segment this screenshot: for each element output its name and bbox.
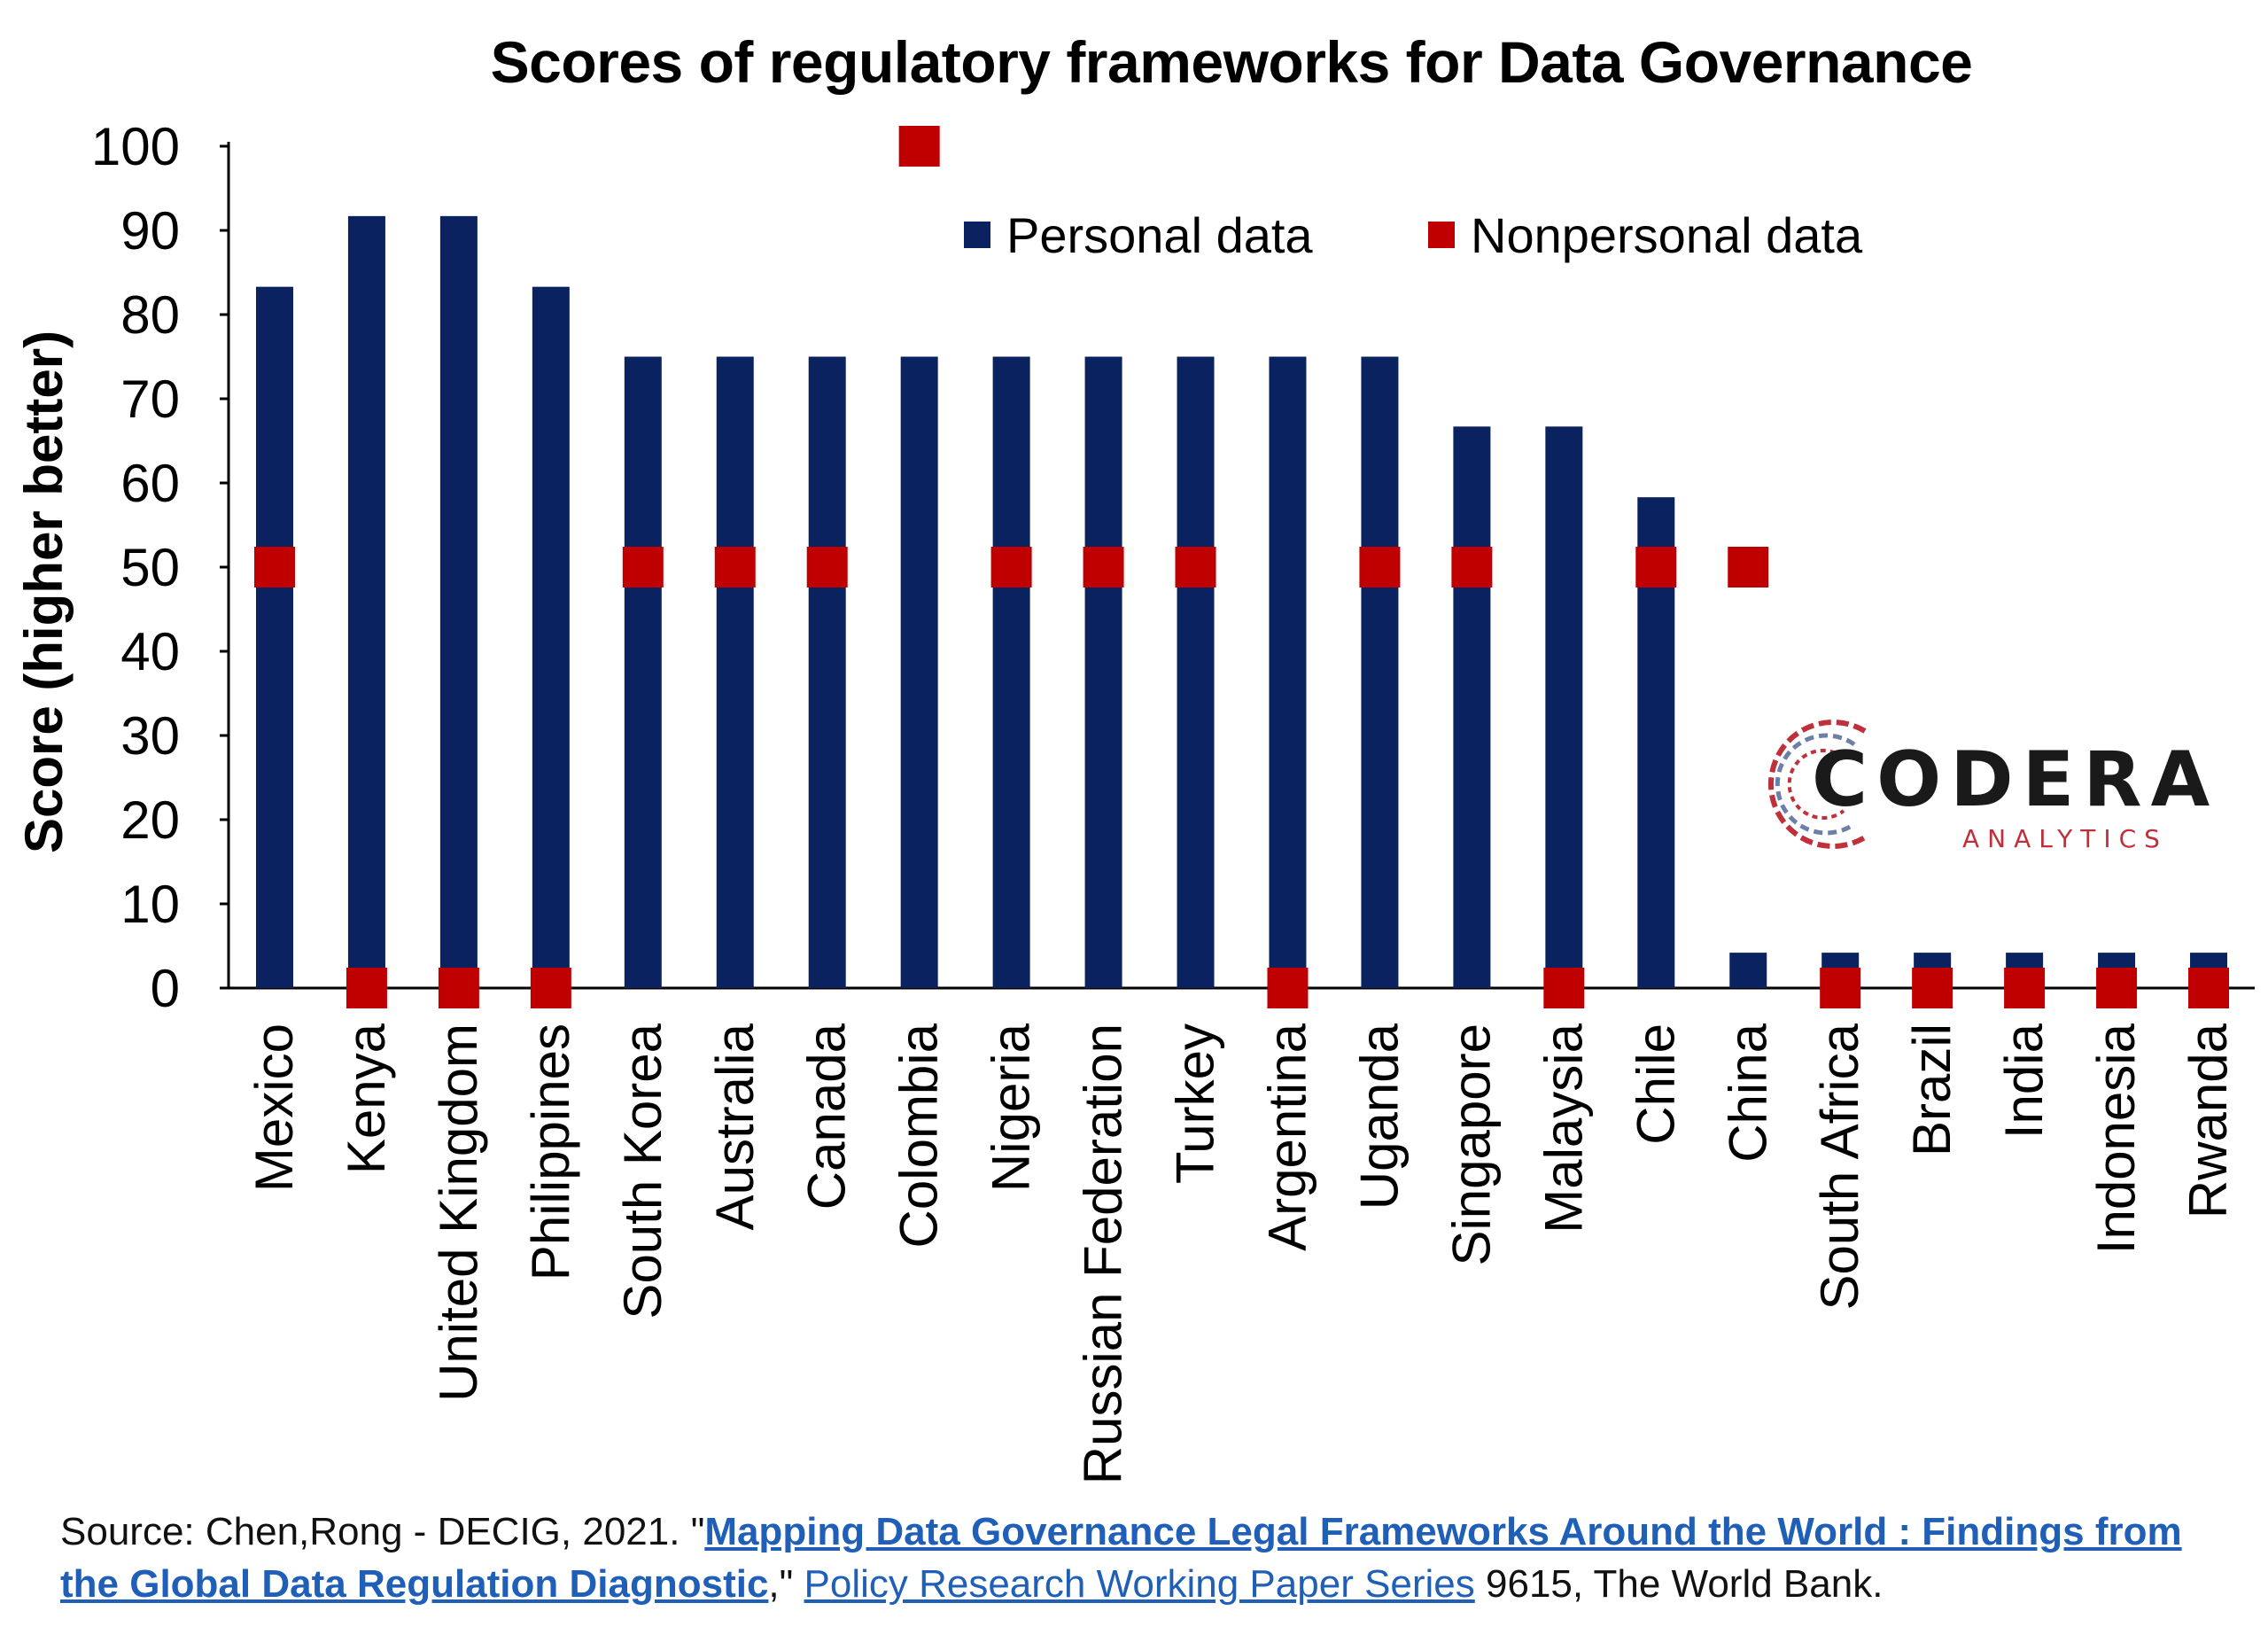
marker-nonpersonal-data	[1359, 547, 1401, 588]
source-paper-link[interactable]: Mapping Data Governance Legal Frameworks…	[60, 1510, 2182, 1606]
source-series-link[interactable]: Policy Research Working Paper Series	[804, 1561, 1475, 1606]
markers-nonpersonal-data	[253, 126, 2230, 1008]
marker-nonpersonal-data	[1820, 968, 1861, 1008]
y-tick-labels: 0 10 20 30 40 50 60 70 80 90 100	[91, 117, 229, 1018]
x-tick-label: Brazil	[1902, 1023, 1961, 1156]
marker-nonpersonal-data	[1912, 968, 1953, 1008]
y-tick-label: 30	[120, 706, 180, 766]
marker-nonpersonal-data	[530, 968, 571, 1008]
logo-subtitle: ANALYTICS	[1962, 824, 2168, 853]
x-tick-label: Chile	[1626, 1023, 1685, 1145]
source-middle: ,"	[768, 1561, 804, 1606]
marker-nonpersonal-data	[253, 547, 295, 588]
bar-personal-data	[1545, 426, 1583, 989]
bar-personal-data	[716, 356, 754, 988]
y-axis-label: Score (higher better)	[14, 331, 74, 853]
chart-title: Scores of regulatory frameworks for Data…	[490, 29, 1973, 95]
legend-label: Personal data	[1006, 207, 1313, 263]
legend-swatch	[1428, 222, 1455, 248]
legend-label: Nonpersonal data	[1471, 207, 1863, 263]
y-tick-label: 80	[120, 285, 180, 345]
bar-personal-data	[1361, 356, 1399, 988]
marker-nonpersonal-data	[1728, 547, 1769, 588]
x-tick-label: United Kingdom	[429, 1023, 488, 1402]
x-tick-label: Uganda	[1349, 1023, 1409, 1210]
x-tick-label: Rwanda	[2179, 1023, 2238, 1218]
x-tick-label: Argentina	[1257, 1023, 1317, 1250]
x-tick-labels: Mexico Kenya United Kingdom Philippines Sout…	[245, 1023, 2238, 1484]
logo-wordmark: CODERA	[1812, 735, 2219, 824]
x-tick-label: South Korea	[613, 1023, 672, 1319]
x-tick-label: China	[1718, 1023, 1777, 1162]
y-tick-label: 0	[151, 959, 180, 1018]
legend-swatch	[964, 222, 990, 248]
marker-nonpersonal-data	[806, 547, 848, 588]
x-tick-label: Mexico	[245, 1023, 304, 1192]
marker-nonpersonal-data	[898, 126, 940, 167]
x-tick-label: Colombia	[889, 1023, 949, 1248]
bar-personal-data	[1453, 426, 1491, 989]
x-tick-label: Turkey	[1166, 1023, 1225, 1184]
bars-personal-data	[255, 215, 2228, 989]
marker-nonpersonal-data	[346, 968, 387, 1008]
bar-personal-data	[1269, 356, 1307, 988]
marker-nonpersonal-data	[1635, 547, 1677, 588]
marker-nonpersonal-data	[438, 968, 479, 1008]
y-tick-label: 90	[120, 201, 180, 261]
marker-nonpersonal-data	[622, 547, 664, 588]
marker-nonpersonal-data	[990, 547, 1032, 588]
x-tick-label: Australia	[705, 1023, 765, 1230]
x-tick-label: Singapore	[1441, 1023, 1501, 1266]
legend: Personal data Nonpersonal data	[964, 207, 1863, 263]
marker-nonpersonal-data	[714, 547, 756, 588]
codera-logo-mark-icon	[1768, 720, 1867, 849]
marker-nonpersonal-data	[1175, 547, 1216, 588]
y-tick-label: 100	[91, 117, 180, 176]
x-tick-label: Canada	[797, 1023, 857, 1210]
y-tick-label: 40	[120, 622, 180, 681]
marker-nonpersonal-data	[2004, 968, 2046, 1008]
x-tick-label: Kenya	[337, 1023, 396, 1174]
bar-personal-data	[1729, 953, 1767, 988]
marker-nonpersonal-data	[1543, 968, 1585, 1008]
x-tick-label: South Africa	[1810, 1023, 1869, 1310]
y-tick-label: 10	[120, 875, 180, 934]
x-tick-label: Russian Federation	[1074, 1023, 1133, 1484]
x-tick-label: Nigeria	[982, 1023, 1041, 1192]
x-tick-label: India	[1994, 1023, 2054, 1139]
bar-personal-data	[1177, 356, 1215, 988]
marker-nonpersonal-data	[1267, 968, 1309, 1008]
x-tick-label: Philippines	[521, 1023, 580, 1280]
bar-personal-data	[532, 286, 570, 988]
bar-personal-data	[900, 356, 938, 988]
bar-personal-data	[255, 286, 293, 988]
marker-nonpersonal-data	[1451, 547, 1493, 588]
y-tick-label: 70	[120, 370, 180, 429]
y-tick-label: 20	[120, 790, 180, 850]
source-prefix: Source: Chen,Rong - DECIG, 2021. "	[60, 1510, 705, 1553]
bar-personal-data	[992, 356, 1030, 988]
source-note: Source: Chen,Rong - DECIG, 2021. "Mappin…	[60, 1506, 2222, 1610]
bar-personal-data	[439, 215, 478, 989]
bar-personal-data	[624, 356, 662, 988]
marker-nonpersonal-data	[2096, 968, 2138, 1008]
marker-nonpersonal-data	[2188, 968, 2230, 1008]
source-suffix: 9615, The World Bank.	[1474, 1561, 1884, 1606]
bar-personal-data	[1084, 356, 1122, 988]
codera-logo: CODERA ANALYTICS	[1759, 709, 2210, 860]
x-tick-label: Malaysia	[1534, 1023, 1593, 1233]
bar-personal-data	[808, 356, 846, 988]
marker-nonpersonal-data	[1083, 547, 1124, 588]
x-tick-label: Indonesia	[2086, 1023, 2146, 1254]
bar-personal-data	[347, 215, 385, 989]
y-tick-label: 60	[120, 454, 180, 513]
y-tick-label: 50	[120, 538, 180, 597]
